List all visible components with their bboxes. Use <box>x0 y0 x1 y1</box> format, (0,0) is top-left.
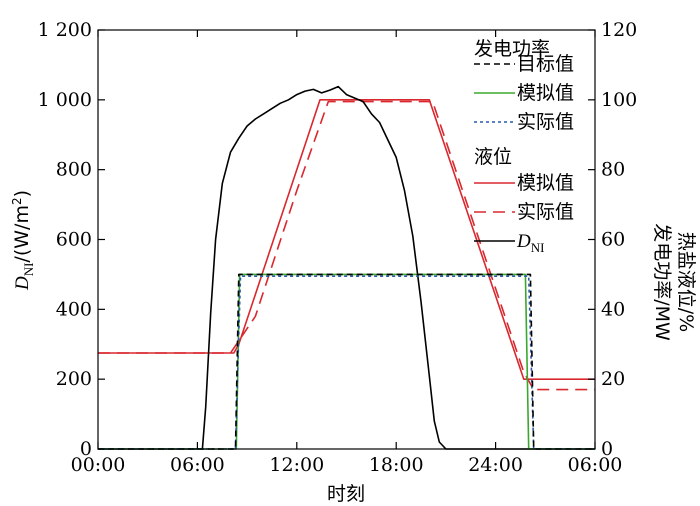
legend-label-power-sim: 模拟值 <box>517 82 574 104</box>
legend-dni-sub: NI <box>531 240 545 255</box>
y-left-tick-label: 200 <box>56 368 92 390</box>
legend-label-dni: DNI <box>516 231 544 255</box>
y-right-tick-label: 40 <box>601 298 625 320</box>
x-tick-label: 24:00 <box>468 454 523 476</box>
series-line-level-sim <box>98 99 595 381</box>
y-axis-right-title-line2: 热盐液位/% <box>675 232 697 332</box>
y-right-tick-label: 100 <box>601 89 637 111</box>
y-left-title-sub: NI <box>21 263 36 277</box>
x-tick-label: 18:00 <box>369 454 424 476</box>
y-left-tick-label: 600 <box>56 229 92 251</box>
series-line-dni <box>98 85 595 450</box>
tick-labels-group: 00:00 06:00 12:00 18:00 24:00 06:000200400600… <box>38 19 638 476</box>
x-tick-label: 12:00 <box>269 454 324 476</box>
y-right-tick-label: 120 <box>601 19 637 41</box>
ticks-group <box>97 29 596 450</box>
x-tick-label: 06:00 <box>170 454 225 476</box>
y-left-tick-label: 0 <box>80 438 92 460</box>
legend-dni-main: D <box>516 231 531 252</box>
y-axis-right-title-line1: 发电功率/MW <box>651 223 673 341</box>
x-axis-title: 时刻 <box>327 483 365 505</box>
x-tick-label: 06:00 <box>568 454 623 476</box>
y-left-tick-label: 800 <box>56 159 92 181</box>
x-tick-label: 00:00 <box>71 454 126 476</box>
legend-label-power-actual: 实际值 <box>517 111 574 133</box>
y-left-title-close: ) <box>11 190 33 197</box>
y-left-title-rest: /(W/m <box>11 205 33 263</box>
y-axis-left-title: DNI/(W/m2) <box>10 190 36 291</box>
legend-label-level-actual: 实际值 <box>517 201 574 223</box>
legend-group-level: 液位 <box>474 146 512 168</box>
y-right-tick-label: 60 <box>601 229 625 251</box>
y-left-tick-label: 1 000 <box>38 89 92 111</box>
y-left-title-main: D <box>12 276 33 291</box>
series-line-level-actual <box>98 100 595 391</box>
y-right-tick-label: 20 <box>601 368 625 390</box>
legend-label-power-target: 目标值 <box>517 53 574 75</box>
legend-group-power: 发电功率 <box>474 38 550 60</box>
legend-label-level-sim: 模拟值 <box>517 172 574 194</box>
y-right-tick-label: 0 <box>601 438 613 460</box>
y-left-tick-label: 1 200 <box>38 19 92 41</box>
y-right-tick-label: 80 <box>601 159 625 181</box>
y-left-tick-label: 400 <box>56 298 92 320</box>
series-group <box>98 85 595 450</box>
y-left-title-sup: 2 <box>10 197 24 205</box>
